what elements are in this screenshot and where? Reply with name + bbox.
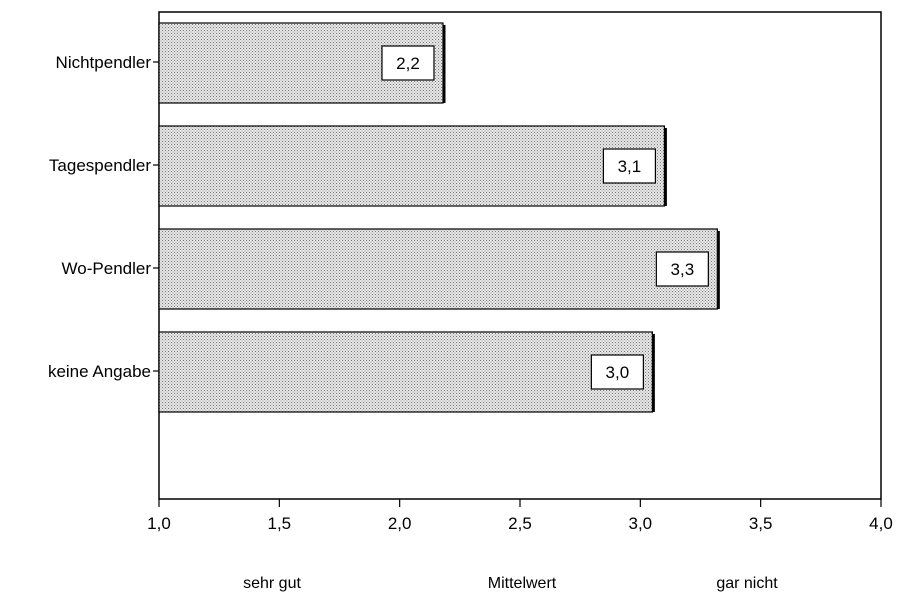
category-label-wo-pendler: Wo-Pendler xyxy=(62,259,152,278)
bars-group xyxy=(158,22,720,413)
category-axis: Nichtpendler Tagespendler Wo-Pendler keine … xyxy=(48,53,159,381)
bottom-label-center: Mittelwert xyxy=(488,575,557,592)
category-label-nichtpendler: Nichtpendler xyxy=(56,53,152,72)
value-label-box-nichtpendler xyxy=(381,45,435,81)
bar-wo-pendler xyxy=(158,228,718,310)
value-label-nichtpendler: 2,2 xyxy=(396,54,420,73)
value-label-box-wo-pendler xyxy=(655,251,709,287)
x-axis: 1,0 1,5 2,0 2,5 3,0 3,5 4,0 xyxy=(147,499,893,533)
x-tick-label: 2,5 xyxy=(508,514,532,533)
value-label-box-tagespendler xyxy=(602,148,657,184)
value-label-tagespendler: 3,1 xyxy=(618,157,642,176)
bottom-label-left: sehr gut xyxy=(243,575,301,592)
x-tick-label: 2,0 xyxy=(388,514,412,533)
x-tick-label: 1,5 xyxy=(268,514,292,533)
x-tick-label: 3,5 xyxy=(749,514,773,533)
category-label-tagespendler: Tagespendler xyxy=(49,156,151,175)
category-label-keine-angabe: keine Angabe xyxy=(48,362,151,381)
value-labels-group: 2,2 3,1 3,3 3,0 xyxy=(381,45,709,390)
x-tick-label: 4,0 xyxy=(869,514,893,533)
value-label-keine-angabe: 3,0 xyxy=(606,363,630,382)
value-label-wo-pendler: 3,3 xyxy=(671,260,695,279)
value-label-box-keine-angabe xyxy=(590,354,644,390)
bar-keine-angabe xyxy=(158,331,653,413)
x-tick-label: 1,0 xyxy=(147,514,171,533)
x-tick-label: 3,0 xyxy=(629,514,653,533)
bar-tagespendler xyxy=(158,125,665,207)
bottom-label-right: gar nicht xyxy=(716,575,778,592)
